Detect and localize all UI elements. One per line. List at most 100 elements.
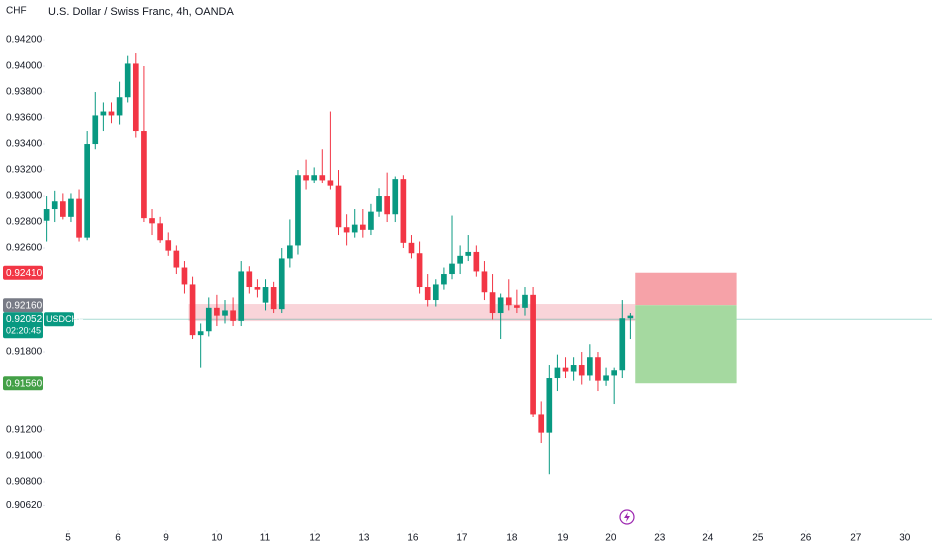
candle-body [270,287,277,310]
y-tick-label: 0.93200 [6,165,43,176]
lightning-icon[interactable] [619,509,635,525]
candle-body [327,180,334,186]
position-loss [635,272,737,306]
candle-body [611,370,618,376]
candle-body [514,305,520,308]
countdown: 02:20:45 [6,326,41,336]
candle-body [262,287,269,303]
y-tick-label: 0.91000 [6,451,43,462]
candle-body [562,367,569,372]
candle-body [376,196,382,212]
candle-body [587,357,593,376]
candle-body [530,294,536,415]
candle-body [311,175,318,181]
candle-body [43,209,50,221]
y-tick-label: 0.90620 [6,500,43,511]
y-tick-label: 0.94200 [6,35,43,46]
candle-body [400,179,407,243]
x-tick-label: 25 [752,533,764,544]
candle-body [546,378,553,433]
x-tick-label: 23 [654,533,666,544]
candle-body [595,357,601,381]
candle-body [173,250,180,268]
price-label: 0.92410 [6,268,43,279]
candle-body [578,365,585,376]
candle-body [59,201,66,217]
x-tick-label: 13 [358,533,370,544]
candle-body [181,267,188,285]
y-tick-label: 0.93600 [6,113,43,124]
current-price-box [3,312,43,339]
x-tick-label: 19 [557,533,569,544]
candle-body [432,284,439,301]
current-price-label: 0.92052 [6,314,43,325]
x-tick-label: 11 [260,533,271,544]
x-tick-label: 30 [899,533,911,544]
x-tick-label: 5 [65,533,71,544]
x-tick-label: 18 [506,533,518,544]
candle-body [408,242,415,254]
candle-body [481,271,488,293]
candle-body [92,115,99,145]
candle-body [384,196,390,215]
candle-body [457,255,463,264]
candle-body [473,251,480,272]
candle-body [76,198,82,238]
price-label-box [3,298,43,313]
candle-body [278,258,285,310]
y-tick-label: 0.91200 [6,425,43,436]
candle-body [238,271,245,321]
candle-body [124,63,131,98]
x-tick-label: 16 [407,533,419,544]
x-tick-label: 9 [163,533,169,544]
candle-body [522,294,528,308]
candle-body [108,111,115,116]
x-tick-label: 6 [115,533,121,544]
y-tick-label: 0.93800 [6,87,43,98]
zone [188,304,636,322]
axis-unit: CHF [6,6,27,17]
candle-body [205,307,212,332]
candle-body [497,297,504,314]
x-tick-label: 24 [702,533,714,544]
candle-body [295,175,301,246]
x-tick-label: 10 [211,533,223,544]
y-tick-label: 0.92800 [6,217,43,228]
candle-body [287,245,293,259]
candle-body [441,274,447,285]
candle-body [132,63,139,132]
price-label: 0.92160 [6,300,43,311]
candle-body [68,198,74,217]
candle-body [424,287,431,301]
candle-body [351,224,358,233]
candle-body [165,240,172,251]
candle-body [189,284,196,336]
candle-body [416,253,423,288]
candle-body [246,271,253,288]
candle-body [100,111,107,116]
candle-body [254,287,261,290]
y-tick-label: 0.93400 [6,139,43,150]
y-tick-label: 0.91800 [6,347,43,358]
candle-body [141,131,147,219]
x-tick-label: 12 [309,533,321,544]
candle-body [627,315,634,319]
candle-body [505,297,512,306]
candle-body [619,318,626,371]
price-label-box [3,376,43,391]
candle-body [392,179,399,215]
chart-title: U.S. Dollar / Swiss Franc, 4h, OANDA [48,6,234,18]
candle-body [319,175,326,181]
candle-body [222,310,228,316]
candle-body [489,292,496,314]
candle-body [157,223,163,241]
candle-body [359,224,366,230]
symbol-label: USDCHF [46,314,84,324]
candle-body [116,97,123,116]
candle-body [84,144,90,238]
candle-body [465,251,472,256]
candle-body [570,365,577,372]
x-tick-label: 27 [850,533,862,544]
candle-body [343,227,350,233]
